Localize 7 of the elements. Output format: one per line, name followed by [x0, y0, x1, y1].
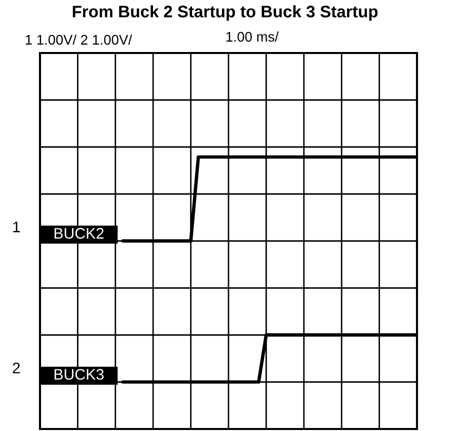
text: 1 1.00V/ 2 1.00V/ — [26, 34, 132, 45]
text: 1.00 ms/ — [226, 32, 279, 42]
series-label: BUCK3 — [54, 368, 104, 380]
text: 2 — [12, 362, 20, 374]
series-label: BUCK2 — [54, 228, 104, 239]
text: 1 — [13, 222, 20, 232]
chart-title: From Buck 2 Startup to Buck 3 Startup — [72, 5, 378, 21]
